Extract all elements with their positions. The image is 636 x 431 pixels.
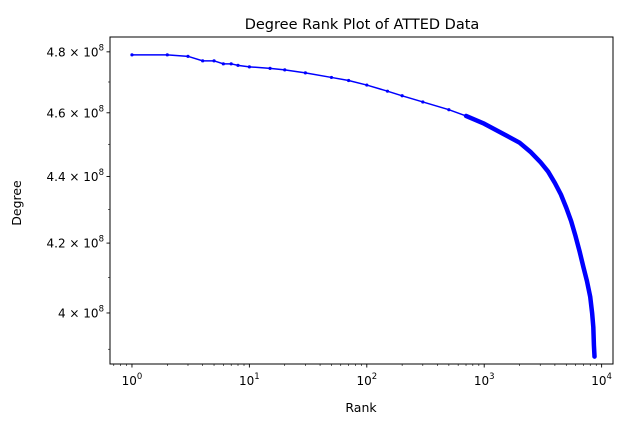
data-point	[212, 59, 216, 63]
y-tick-label: 4.6 × 108	[47, 104, 104, 120]
data-point	[221, 62, 225, 66]
data-point	[564, 206, 568, 210]
data-point	[201, 59, 205, 63]
data-point	[482, 122, 486, 126]
data-point	[464, 114, 468, 118]
x-tick-label: 103	[474, 372, 495, 388]
data-point	[585, 279, 589, 283]
data-point	[569, 219, 573, 223]
data-point	[130, 53, 134, 57]
data-point	[186, 54, 190, 58]
data-point	[591, 325, 595, 329]
data-point	[573, 234, 578, 238]
x-tick-label: 102	[356, 372, 377, 388]
data-point	[503, 133, 507, 137]
data-point	[538, 160, 542, 164]
chart-title: Degree Rank Plot of ATTED Data	[245, 17, 480, 33]
data-point	[447, 108, 451, 112]
y-tick-label: 4.8 × 108	[47, 43, 104, 59]
series-dense-markers	[463, 113, 597, 359]
data-point	[578, 250, 582, 254]
data-point	[329, 75, 334, 80]
data-point	[165, 53, 169, 57]
data-point	[592, 343, 596, 348]
x-tick-label: 104	[591, 372, 612, 388]
data-point	[268, 66, 272, 70]
data-point	[247, 65, 251, 69]
data-point	[236, 63, 240, 67]
y-axis-label: Degree	[9, 180, 24, 226]
y-tick-label: 4.4 × 108	[47, 168, 104, 184]
data-point	[590, 311, 594, 315]
data-point	[588, 295, 592, 299]
data-point	[347, 78, 351, 83]
data-point	[553, 181, 557, 185]
data-layer	[130, 53, 597, 359]
data-point	[229, 62, 233, 66]
data-point	[517, 141, 522, 145]
x-axis: 100 101 102 103 104	[113, 364, 612, 388]
x-tick-label: 100	[122, 372, 143, 388]
data-point	[546, 169, 550, 174]
y-tick-label: 4 × 108	[58, 304, 104, 320]
data-point	[283, 68, 287, 72]
y-tick-label: 4.2 × 108	[47, 235, 104, 251]
data-point	[400, 94, 404, 98]
data-point	[365, 83, 369, 87]
data-point	[592, 355, 597, 359]
data-point	[559, 192, 563, 197]
data-point	[421, 100, 425, 104]
x-tick-label: 101	[239, 372, 260, 388]
plot-area: 100 101 102 103 104 4 × 108 4.2 × 108 4.4 × 10…	[47, 36, 614, 388]
y-axis: 4 × 108 4.2 × 108 4.4 × 108 4.6 × 108 4.8 × …	[47, 43, 110, 350]
data-point	[385, 89, 390, 93]
x-axis-label: Rank	[345, 400, 377, 415]
data-point	[529, 150, 533, 154]
data-point	[581, 265, 586, 269]
data-point	[303, 71, 307, 75]
